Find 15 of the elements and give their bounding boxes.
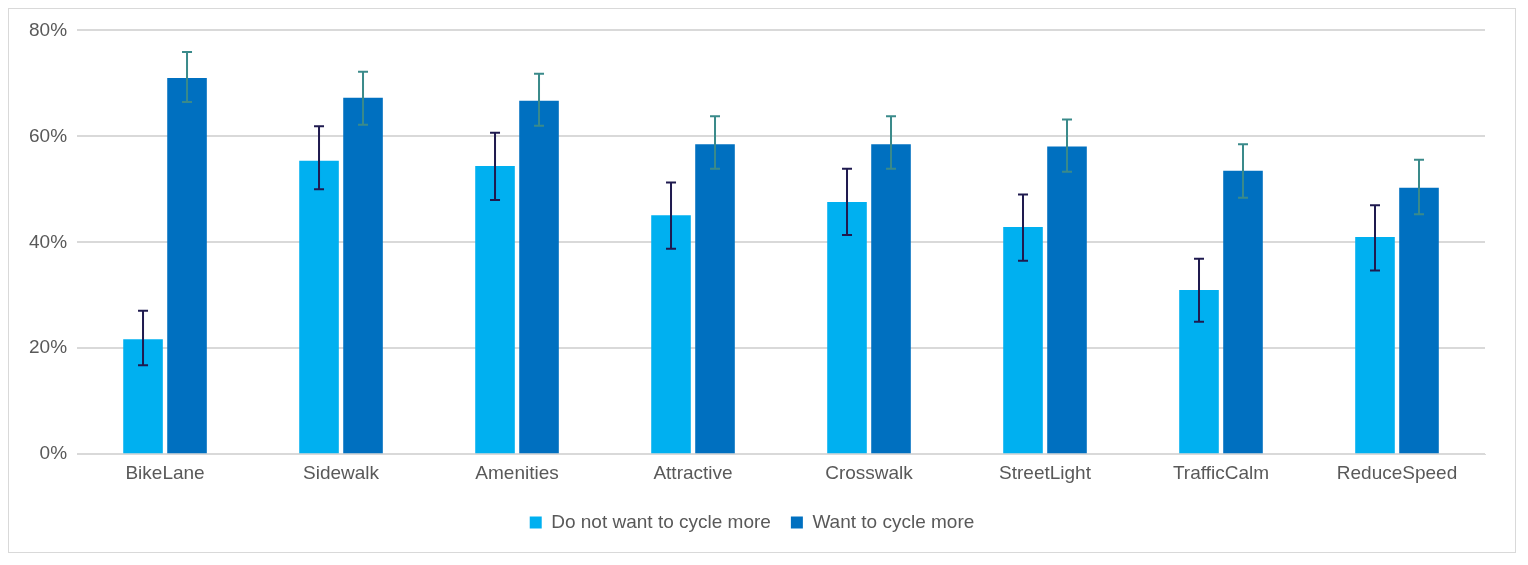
y-tick-label: 20% xyxy=(29,336,68,358)
x-tick-label: BikeLane xyxy=(125,461,205,483)
y-tick-label: 40% xyxy=(29,230,68,252)
legend-label: Want to cycle more xyxy=(812,510,975,532)
x-tick-label: Sidewalk xyxy=(303,461,380,483)
x-tick-label: Attractive xyxy=(653,461,733,483)
y-tick-label: 60% xyxy=(29,124,68,146)
x-tick-label: ReduceSpeed xyxy=(1336,461,1458,483)
x-tick-label: Amenities xyxy=(475,461,559,483)
x-tick-label: TrafficCalm xyxy=(1172,461,1270,483)
y-tick-label: 80% xyxy=(29,18,68,40)
x-tick-label: Crosswalk xyxy=(825,461,914,483)
x-tick-label: StreetLight xyxy=(999,461,1092,483)
y-tick-label: 0% xyxy=(39,442,68,464)
legend-label: Do not want to cycle more xyxy=(551,510,771,532)
